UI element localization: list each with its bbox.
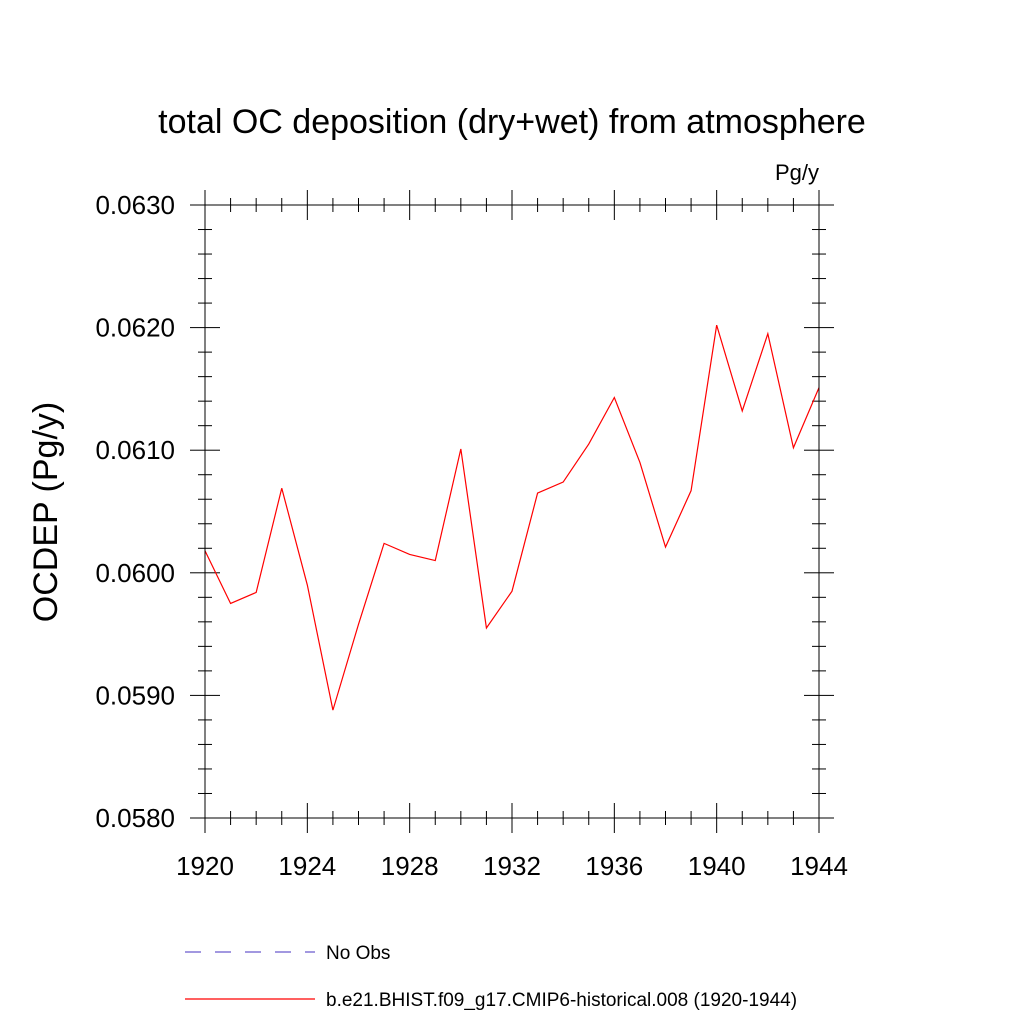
x-tick-label: 1928 bbox=[381, 851, 439, 881]
legend: No Obs b.e21.BHIST.f09_g17.CMIP6-historic… bbox=[185, 943, 797, 1011]
y-tick-label: 0.0600 bbox=[95, 558, 175, 588]
y-axis-title: OCDEP (Pg/y) bbox=[27, 402, 65, 622]
series-line bbox=[204, 324, 820, 711]
y-tick-label: 0.0620 bbox=[95, 313, 175, 343]
legend-label: No Obs bbox=[326, 943, 390, 964]
x-tick-label: 1932 bbox=[483, 851, 541, 881]
chart-title: total OC deposition (dry+wet) from atmos… bbox=[158, 103, 866, 141]
x-tick-label: 1924 bbox=[278, 851, 336, 881]
axis-ticks bbox=[190, 190, 834, 833]
plot-frame bbox=[204, 204, 820, 819]
x-tick-label: 1944 bbox=[790, 851, 848, 881]
x-tick-label: 1940 bbox=[688, 851, 746, 881]
x-tick-label: 1936 bbox=[585, 851, 643, 881]
y-tick-label: 0.0580 bbox=[95, 803, 175, 833]
y-tick-label: 0.0590 bbox=[95, 680, 175, 710]
units-label: Pg/y bbox=[775, 160, 819, 185]
x-tick-label: 1920 bbox=[176, 851, 234, 881]
legend-label: b.e21.BHIST.f09_g17.CMIP6-historical.008… bbox=[326, 990, 797, 1011]
y-tick-label: 0.0630 bbox=[95, 190, 175, 220]
y-tick-label: 0.0610 bbox=[95, 435, 175, 465]
tick-labels: 1920 1924 1928 1932 1936 1940 1944 0.0580 0.0590… bbox=[95, 190, 847, 881]
series-lines bbox=[204, 324, 820, 711]
